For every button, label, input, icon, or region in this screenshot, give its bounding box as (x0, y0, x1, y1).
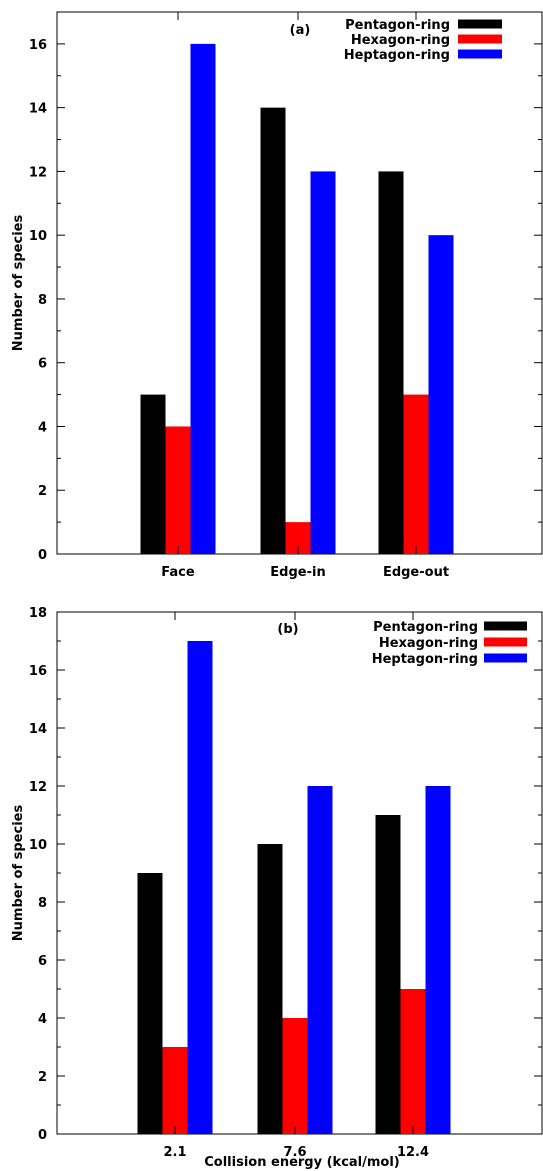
bar-hexagon-ring-face (165, 426, 191, 554)
legend-swatch (458, 19, 502, 29)
bar-pentagon-ring-7-6 (257, 844, 283, 1134)
y-tick-label: 2 (38, 1070, 47, 1085)
legend-label: Heptagon-ring (344, 48, 450, 63)
legend-label: Hexagon-ring (351, 33, 450, 48)
legend-swatch (484, 637, 527, 647)
x-tick-label: 12.4 (397, 1145, 429, 1160)
bar-heptagon-ring-2-1 (187, 641, 213, 1134)
bar-heptagon-ring-7-6 (307, 786, 333, 1134)
legend-swatch (458, 34, 502, 44)
y-tick-label: 14 (29, 102, 47, 117)
legend-swatch (484, 653, 527, 663)
y-tick-label: 16 (29, 38, 47, 53)
bar-pentagon-ring-12-4 (375, 815, 401, 1134)
legend-label: Heptagon-ring (372, 652, 478, 667)
chart-panel-b: 0 2 4 6 8 10 12 14 16 18 2.1 7.6 12.4 Number of speci… (11, 606, 543, 1170)
y-tick-label: 12 (29, 165, 47, 180)
bar-heptagon-ring-12-4 (425, 786, 451, 1134)
y-tick-label: 12 (29, 780, 47, 795)
y-tick-label: 8 (38, 896, 47, 911)
plot-frame (56, 11, 543, 555)
bar-hexagon-ring-edge-out (403, 394, 429, 554)
bar-pentagon-ring-face (140, 394, 166, 554)
y-tick-label: 8 (38, 293, 47, 308)
x-tick-label: Edge-in (270, 565, 325, 580)
bar-hexagon-ring-2-1 (162, 1047, 188, 1134)
bar-pentagon-ring-edge-out (378, 171, 404, 555)
panel-label: (a) (290, 23, 311, 38)
legend-label: Pentagon-ring (373, 620, 478, 635)
y-tick-label: 6 (38, 954, 47, 969)
x-tick-label: 7.6 (283, 1145, 306, 1160)
y-tick-label: 2 (38, 484, 47, 499)
panel-label: (b) (277, 622, 298, 637)
y-tick-label: 6 (38, 357, 47, 372)
y-tick-label: 0 (38, 1128, 47, 1143)
y-tick-label: 4 (38, 420, 47, 435)
y-tick-label: 16 (29, 664, 47, 679)
y-tick-label: 4 (38, 1012, 47, 1027)
legend-label: Hexagon-ring (379, 636, 478, 651)
x-axis-title: Collision energy (kcal/mol) (204, 1155, 400, 1170)
y-tick-label: 0 (38, 548, 47, 563)
bar-heptagon-ring-edge-in (310, 171, 336, 555)
bar-pentagon-ring-2-1 (137, 873, 163, 1134)
x-tick-label: 2.1 (163, 1145, 186, 1160)
y-axis-title: Number of species (11, 215, 26, 352)
bar-pentagon-ring-edge-in (260, 107, 286, 554)
bar-heptagon-ring-face (190, 43, 216, 554)
bar-heptagon-ring-edge-out (428, 235, 454, 555)
bar-hexagon-ring-12-4 (400, 989, 426, 1134)
x-tick-label: Edge-out (383, 565, 449, 580)
y-tick-label: 10 (29, 838, 47, 853)
y-tick-label: 18 (29, 606, 47, 621)
y-axis-title: Number of species (11, 805, 26, 942)
legend-swatch (458, 49, 502, 59)
x-tick-label: Face (161, 565, 195, 580)
bar-hexagon-ring-7-6 (282, 1018, 308, 1134)
legend-swatch (484, 621, 527, 631)
y-tick-label: 10 (29, 229, 47, 244)
legend-label: Pentagon-ring (345, 18, 450, 33)
y-tick-label: 14 (29, 722, 47, 737)
chart-panel-a: 0 2 4 6 8 10 12 14 16 Face Edge-in Edge-out Number o… (11, 11, 543, 580)
